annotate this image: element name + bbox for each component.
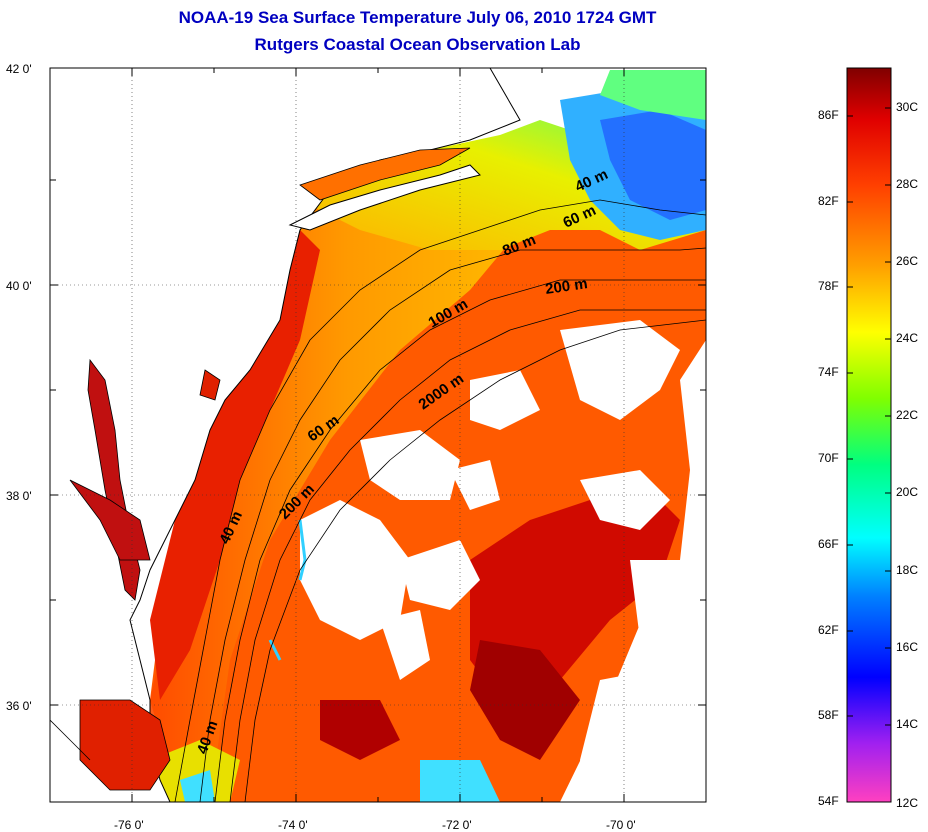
contour-label: 200 m	[544, 275, 588, 298]
colorbar-c-label: 26C	[896, 254, 919, 268]
lat-tick-label: 42 0'	[6, 62, 32, 76]
colorbar-f-label: 58F	[818, 708, 839, 722]
lat-tick-label: 36 0'	[6, 699, 32, 713]
colorbar-c-label: 20C	[896, 485, 919, 499]
graticule	[50, 68, 706, 802]
lon-tick-label: -70 0'	[606, 818, 636, 832]
colorbar-c-label: 14C	[896, 717, 919, 731]
colorbar-c-label: 24C	[896, 331, 919, 345]
lat-tick-label: 38 0'	[6, 489, 32, 503]
colorbar-c-label: 12C	[896, 796, 919, 810]
colorbar-c-label: 18C	[896, 563, 919, 577]
colorbar-c-label: 30C	[896, 100, 919, 114]
colorbar-c-label: 22C	[896, 408, 919, 422]
lon-tick-label: -74 0'	[278, 818, 308, 832]
sst-field	[150, 70, 706, 802]
colorbar-f-label: 70F	[818, 451, 839, 465]
lon-tick-label: -72 0'	[442, 818, 472, 832]
colorbar-c-label: 16C	[896, 640, 919, 654]
map-subtitle: Rutgers Coastal Ocean Observation Lab	[254, 35, 581, 54]
axis-ticks	[50, 68, 706, 802]
colorbar-c-label: 28C	[896, 177, 919, 191]
colorbar-f-label: 82F	[818, 194, 839, 208]
colorbar-f-label: 78F	[818, 279, 839, 293]
colorbar-f-label: 54F	[818, 794, 839, 808]
map-title: NOAA-19 Sea Surface Temperature July 06,…	[178, 8, 657, 27]
lon-tick-label: -76 0'	[114, 818, 144, 832]
colorbar-f-label: 74F	[818, 365, 839, 379]
bathymetry-contours	[50, 199, 706, 802]
colorbar-f-label: 66F	[818, 537, 839, 551]
colorbar-f-label: 62F	[818, 623, 839, 637]
colorbar-f-label: 86F	[818, 108, 839, 122]
land-mass	[50, 68, 521, 802]
colorbar-ticks	[847, 107, 891, 726]
lat-tick-label: 40 0'	[6, 279, 32, 293]
colorbar	[846, 67, 892, 803]
